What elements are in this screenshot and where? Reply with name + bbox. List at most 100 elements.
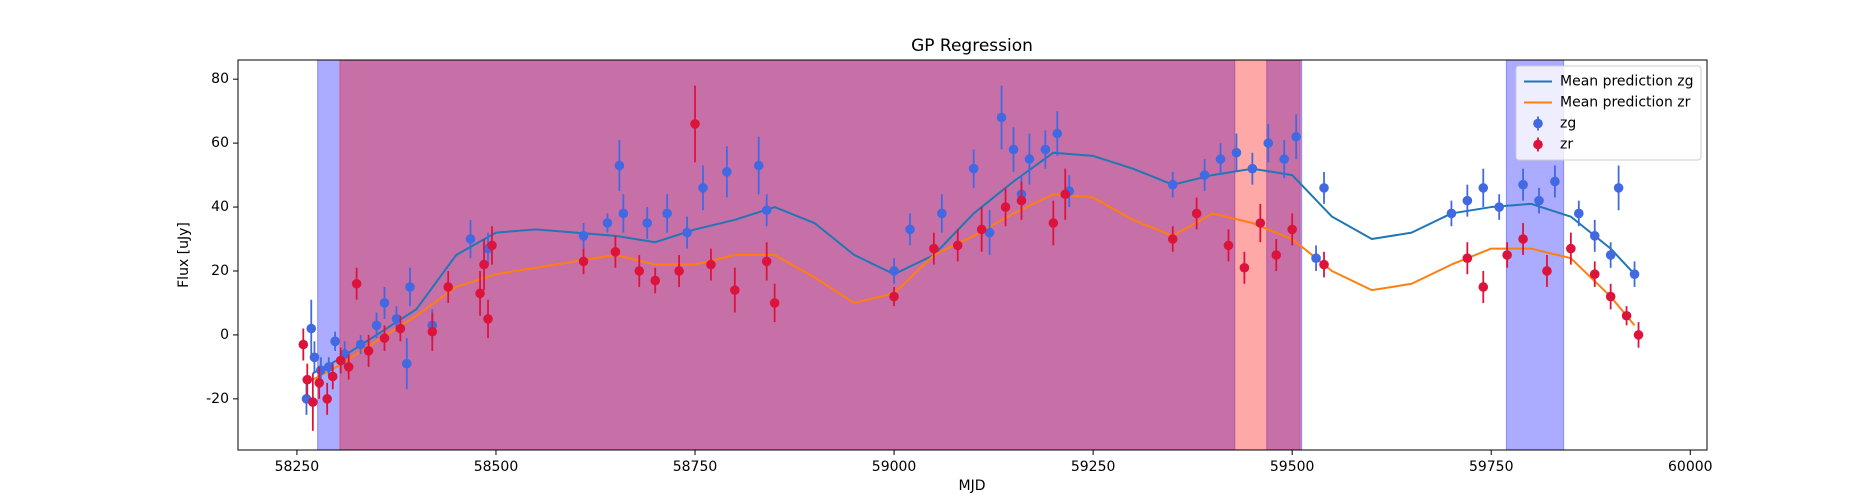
data-point — [1542, 266, 1552, 276]
data-point — [618, 208, 629, 219]
data-point — [1589, 231, 1600, 241]
data-point — [674, 266, 684, 276]
y-tick-label: -20 — [206, 391, 229, 407]
data-point — [761, 256, 772, 267]
data-point — [298, 339, 309, 350]
data-point — [1319, 183, 1329, 193]
data-point — [889, 291, 899, 302]
legend-label: zg — [1560, 116, 1576, 132]
data-point — [1550, 176, 1560, 187]
data-point — [1263, 138, 1274, 148]
data-point — [996, 112, 1007, 123]
data-point — [379, 333, 390, 343]
legend-label: Mean prediction zg — [1560, 74, 1694, 90]
data-point — [730, 285, 740, 295]
data-point — [662, 208, 672, 219]
x-tick-label: 59500 — [1270, 459, 1315, 475]
data-point — [1462, 253, 1473, 263]
chart-title: GP Regression — [911, 36, 1033, 56]
x-axis-label: MJD — [959, 478, 986, 494]
data-point — [698, 183, 708, 193]
data-point — [690, 119, 700, 129]
data-point — [395, 323, 406, 334]
data-point — [610, 247, 621, 257]
data-point — [351, 278, 362, 289]
legend-label: zr — [1560, 137, 1573, 153]
data-point — [889, 266, 899, 276]
data-point — [355, 339, 366, 350]
data-point — [1040, 144, 1051, 155]
data-point — [308, 397, 318, 407]
data-point — [905, 224, 915, 235]
data-point — [1287, 224, 1297, 235]
legend-swatch — [1533, 118, 1543, 129]
data-point — [322, 394, 332, 404]
data-point — [1613, 183, 1624, 193]
data-point — [314, 378, 325, 388]
data-point — [1462, 195, 1473, 206]
data-point — [968, 163, 979, 174]
data-point — [302, 374, 313, 385]
data-point — [1191, 208, 1202, 219]
data-point — [1008, 144, 1019, 155]
data-point — [602, 218, 613, 228]
data-point — [479, 259, 489, 270]
data-point — [952, 240, 963, 251]
data-point — [1231, 147, 1242, 158]
data-point — [1167, 234, 1178, 244]
data-point — [1223, 240, 1234, 251]
data-point — [1016, 195, 1027, 206]
data-point — [1319, 259, 1329, 270]
data-point — [343, 362, 354, 372]
data-point — [1494, 202, 1504, 212]
data-point — [1502, 250, 1512, 260]
data-point — [1446, 208, 1457, 219]
data-point — [401, 358, 412, 369]
data-point — [1478, 282, 1489, 292]
data-point — [327, 371, 338, 382]
data-point — [335, 355, 346, 366]
data-point — [578, 231, 589, 241]
data-point — [1633, 330, 1644, 340]
data-point — [578, 256, 589, 267]
data-point — [1271, 250, 1282, 260]
data-point — [682, 227, 692, 238]
data-point — [1311, 253, 1321, 263]
data-point — [487, 240, 497, 251]
data-point — [330, 336, 340, 347]
x-tick-label: 59000 — [872, 459, 917, 475]
data-point — [1518, 234, 1528, 244]
data-point — [309, 352, 320, 363]
data-point — [443, 282, 453, 292]
y-tick-label: 80 — [211, 71, 229, 87]
data-point — [1291, 131, 1301, 142]
data-point — [1167, 179, 1178, 190]
data-point — [642, 218, 653, 228]
data-point — [475, 288, 485, 299]
data-point — [1534, 195, 1544, 206]
data-point — [371, 320, 382, 331]
legend-swatch — [1533, 139, 1543, 150]
data-point — [1574, 208, 1584, 219]
x-tick-label: 58750 — [673, 459, 718, 475]
data-point — [769, 298, 780, 308]
y-axis-label: Flux [uJy] — [176, 222, 192, 288]
data-point — [1621, 310, 1632, 321]
y-tick-label: 0 — [220, 327, 229, 343]
data-point — [753, 160, 764, 171]
y-tick-label: 60 — [211, 135, 229, 151]
data-point — [363, 346, 374, 356]
data-point — [306, 323, 317, 334]
mean-line — [312, 151, 1636, 375]
x-tick-label: 59750 — [1469, 459, 1514, 475]
axes-frame — [237, 59, 1708, 451]
data-point — [1215, 154, 1226, 164]
data-point — [1239, 262, 1250, 273]
data-point — [761, 205, 772, 216]
data-point — [614, 160, 625, 171]
data-point — [1605, 291, 1616, 302]
x-tick-label: 60000 — [1668, 459, 1713, 475]
mean-line — [312, 193, 1636, 381]
data-point — [405, 282, 415, 292]
